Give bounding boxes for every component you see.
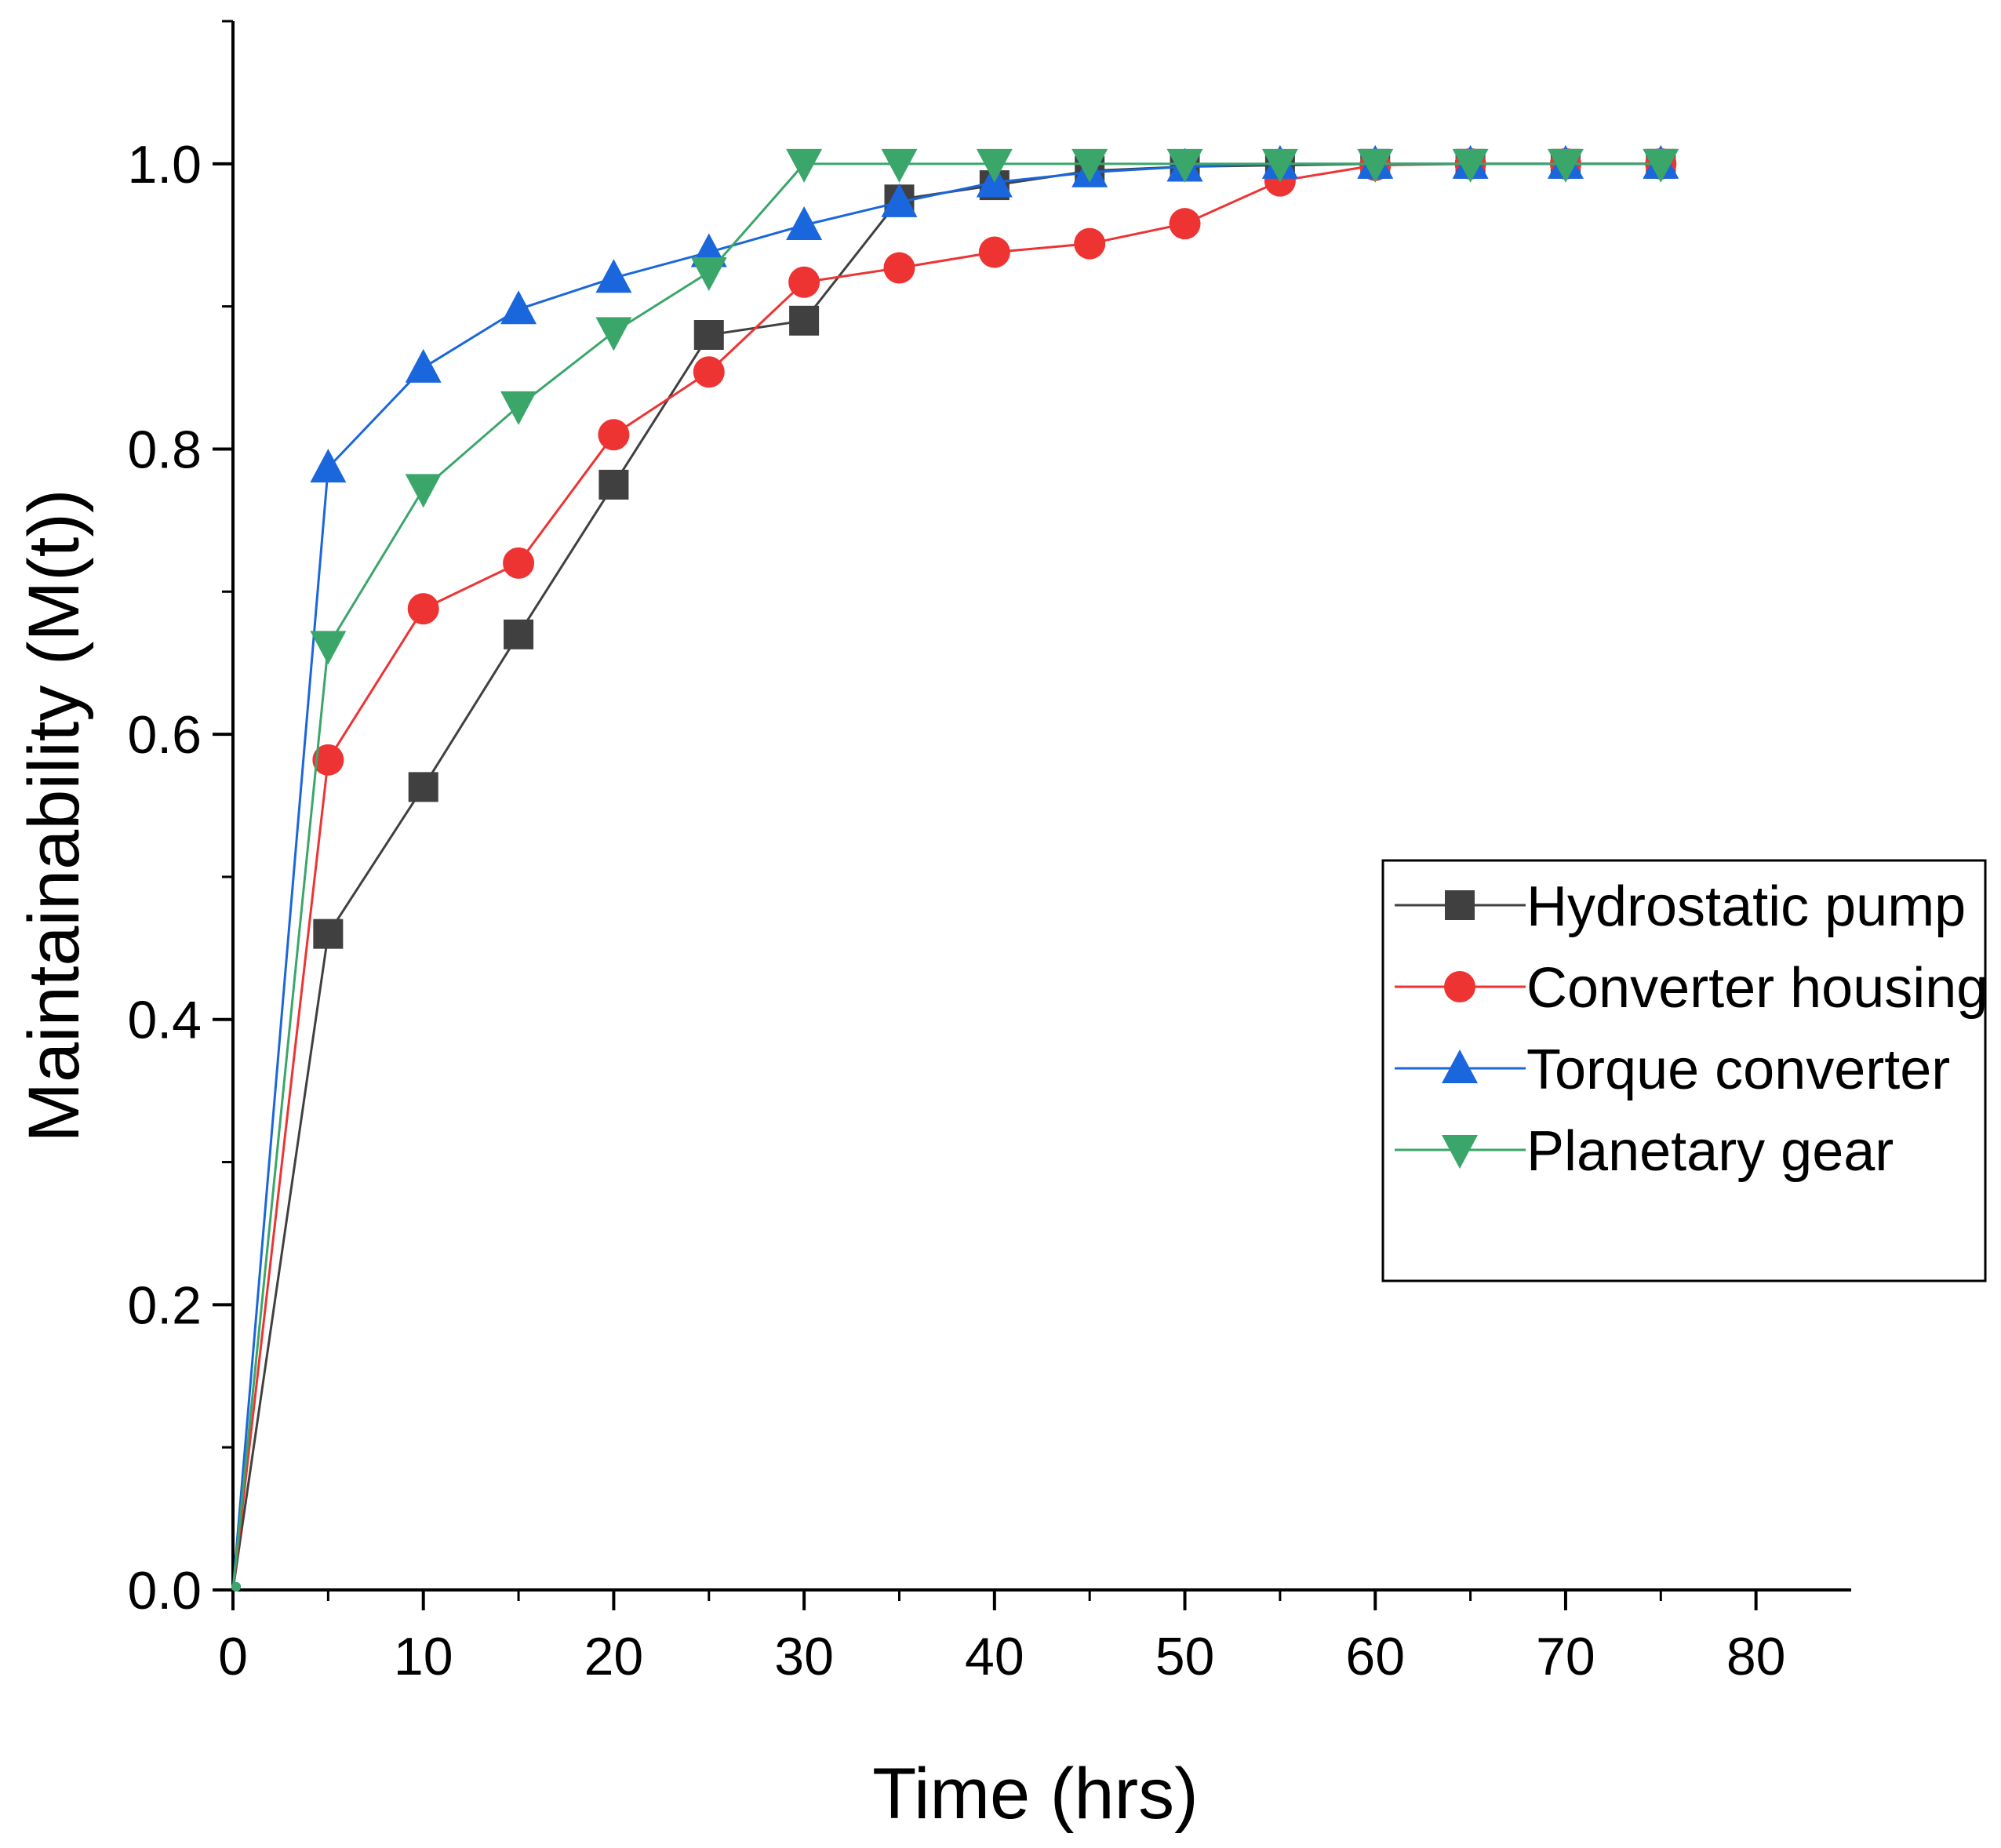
x-tick-label: 20 bbox=[584, 1627, 644, 1686]
data-point-torque-converter bbox=[310, 449, 347, 483]
data-point-converter-housing bbox=[312, 744, 344, 776]
x-axis-title: Time (hrs) bbox=[872, 1754, 1199, 1834]
data-point-torque-converter bbox=[500, 290, 537, 325]
y-tick-label: 0.6 bbox=[127, 705, 202, 765]
data-point-torque-converter bbox=[595, 259, 632, 293]
data-point-torque-converter bbox=[881, 183, 918, 217]
data-point-planetary-gear bbox=[405, 474, 442, 508]
y-axis-title: Maintainability (M(t)) bbox=[14, 489, 94, 1142]
data-point-planetary-gear bbox=[690, 257, 727, 291]
data-point-converter-housing bbox=[1074, 227, 1106, 260]
data-point-planetary-gear bbox=[500, 391, 537, 425]
y-tick-label: 0.8 bbox=[127, 420, 202, 479]
series-layer bbox=[231, 144, 1679, 1592]
data-point-hydrostatic-pump bbox=[504, 619, 534, 649]
legend-label: Hydrostatic pump bbox=[1526, 875, 1966, 938]
data-point-planetary-gear bbox=[231, 1582, 241, 1592]
data-point-planetary-gear bbox=[310, 631, 347, 665]
y-tick-label: 1.0 bbox=[127, 135, 202, 195]
data-point-hydrostatic-pump bbox=[313, 919, 344, 949]
data-point-planetary-gear bbox=[881, 148, 918, 183]
legend-item-torque-converter: Torque converter bbox=[1395, 1039, 1950, 1101]
data-point-converter-housing bbox=[978, 236, 1010, 268]
data-point-planetary-gear bbox=[1166, 148, 1203, 183]
data-point-hydrostatic-pump bbox=[789, 305, 820, 336]
y-tick-label: 0.0 bbox=[127, 1561, 202, 1621]
data-point-converter-housing bbox=[693, 356, 725, 388]
data-point-hydrostatic-pump bbox=[693, 320, 724, 350]
data-point-planetary-gear bbox=[1357, 148, 1394, 183]
x-tick-label: 50 bbox=[1155, 1627, 1215, 1686]
x-tick-label: 40 bbox=[965, 1627, 1024, 1686]
legend-marker bbox=[1442, 1050, 1478, 1083]
data-point-planetary-gear bbox=[1452, 148, 1489, 183]
legend-label: Planetary gear bbox=[1526, 1120, 1894, 1183]
data-point-converter-housing bbox=[1169, 208, 1201, 240]
x-tick-label: 80 bbox=[1726, 1627, 1786, 1686]
data-point-planetary-gear bbox=[595, 317, 632, 351]
legend-layer: Hydrostatic pump Converter housing Torque … bbox=[1381, 859, 1988, 1282]
x-tick-label: 10 bbox=[394, 1627, 453, 1686]
data-point-converter-housing bbox=[598, 419, 630, 451]
legend-marker bbox=[1445, 890, 1475, 920]
x-tick-label: 70 bbox=[1536, 1627, 1595, 1686]
data-point-torque-converter bbox=[786, 206, 823, 240]
x-tick-label: 30 bbox=[774, 1627, 834, 1686]
data-point-planetary-gear bbox=[1643, 148, 1679, 183]
legend-label: Converter housing bbox=[1526, 957, 1988, 1020]
data-point-planetary-gear bbox=[786, 148, 823, 183]
legend-box bbox=[1381, 859, 1987, 1282]
data-point-planetary-gear bbox=[976, 148, 1013, 183]
y-tick-label: 0.4 bbox=[127, 991, 202, 1050]
legend-item-hydrostatic-pump: Hydrostatic pump bbox=[1395, 875, 1966, 938]
legend-item-converter-housing: Converter housing bbox=[1395, 957, 1988, 1020]
data-point-converter-housing bbox=[883, 252, 915, 284]
data-point-converter-housing bbox=[407, 593, 439, 625]
x-tick-label: 0 bbox=[218, 1627, 248, 1686]
series-planetary-gear bbox=[231, 148, 1679, 1592]
data-point-hydrostatic-pump bbox=[408, 772, 438, 802]
data-point-converter-housing bbox=[503, 547, 535, 579]
y-tick-label: 0.2 bbox=[127, 1275, 202, 1335]
axes-layer: 0 10 20 30 40 50 60 70 80 0.0 0.2 0.4 0.6 0.8 1.0 bbox=[127, 20, 1851, 1686]
data-point-planetary-gear bbox=[1071, 148, 1108, 183]
series-line-planetary-gear bbox=[231, 162, 1661, 1591]
x-tick-label: 60 bbox=[1345, 1627, 1405, 1686]
data-point-planetary-gear bbox=[1261, 148, 1298, 183]
data-point-torque-converter bbox=[405, 348, 442, 383]
data-point-planetary-gear bbox=[1547, 148, 1584, 183]
legend-item-planetary-gear: Planetary gear bbox=[1395, 1120, 1894, 1183]
data-point-converter-housing bbox=[788, 266, 820, 298]
legend-marker bbox=[1442, 1135, 1478, 1169]
data-point-hydrostatic-pump bbox=[598, 469, 629, 500]
legend-marker bbox=[1444, 971, 1475, 1002]
legend-label: Torque converter bbox=[1526, 1039, 1950, 1101]
